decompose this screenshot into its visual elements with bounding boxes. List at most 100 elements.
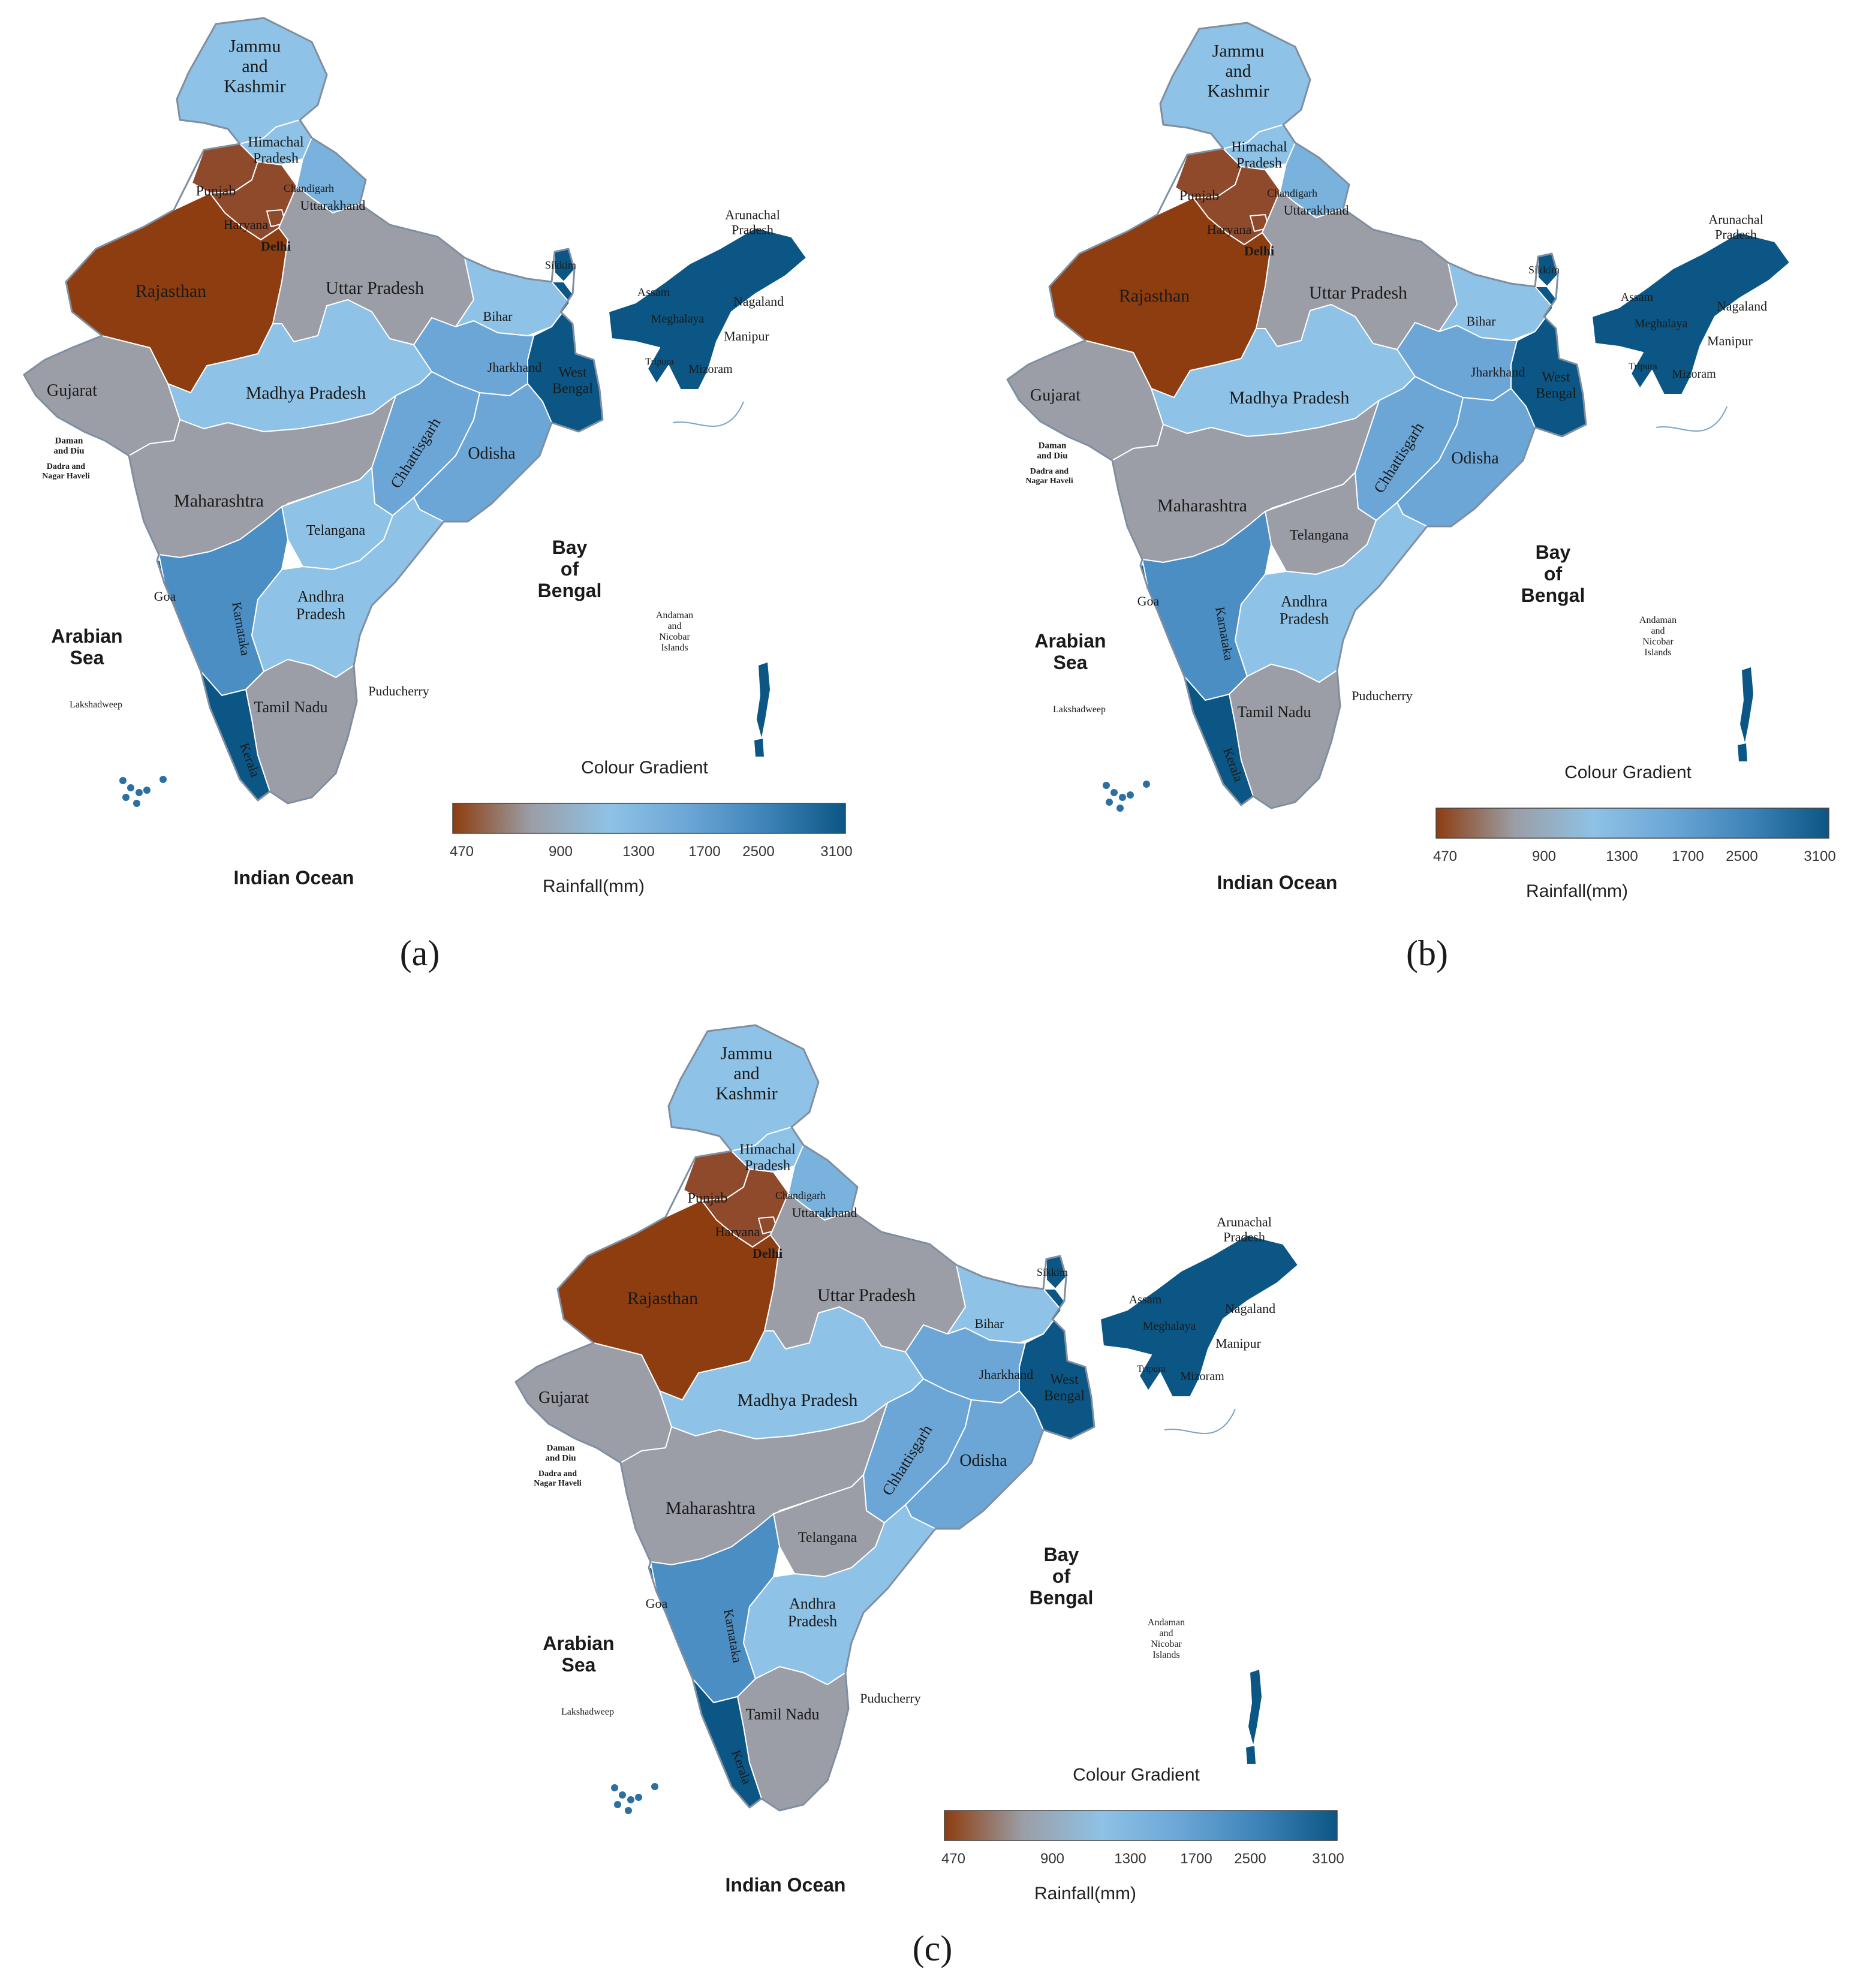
state-label-ar: Arunachal Pradesh (1217, 1215, 1272, 1245)
state-label-dn: Dadra and Nagar Haveli (1025, 467, 1073, 486)
legend-tick-470: 470 (1433, 848, 1457, 865)
state-label-tn: Tamil Nadu (1237, 703, 1311, 721)
legend-colorbar (1435, 808, 1829, 839)
state-label-hp: Himachal Pradesh (248, 135, 304, 167)
arabian-sea-label: Arabian Sea (543, 1632, 614, 1676)
lakshadweep-island (1143, 781, 1150, 788)
state-label-sk: Sikkim (545, 259, 576, 271)
state-label-mn: Manipur (724, 329, 769, 344)
lakshadweep-island (1127, 791, 1134, 799)
state-label-jh: Jharkhand (1471, 365, 1525, 379)
legend-title: Colour Gradient (1073, 1765, 1200, 1785)
state-label-nl: Nagaland (733, 294, 784, 309)
state-label-tn: Tamil Nadu (254, 698, 327, 716)
legend-axis-label: Rainfall(mm) (1034, 1884, 1136, 1903)
state-label-nl: Nagaland (1717, 299, 1767, 314)
lakshadweep-island (619, 1791, 626, 1799)
state-label-ml: Meghalaya (651, 312, 705, 326)
lakshadweep-island (159, 776, 167, 783)
state-label-mp: Madhya Pradesh (738, 1390, 858, 1410)
legend-tick-900: 900 (1040, 1851, 1064, 1867)
state-label-od: Odisha (468, 444, 516, 463)
legend-tick-3100: 3100 (820, 844, 852, 860)
indian-ocean-label: Indian Ocean (234, 867, 354, 888)
state-ne (608, 227, 807, 390)
state-label-dn: Dadra and Nagar Haveli (42, 462, 90, 481)
state-label-up: Uttar Pradesh (817, 1285, 916, 1305)
state-label-tg: Telangana (798, 1530, 857, 1546)
state-label-ap: Andhra Pradesh (296, 588, 345, 622)
state-label-ch: Chandigarh (284, 182, 334, 194)
state-label-ap: Andhra Pradesh (1280, 592, 1329, 627)
andaman-islands (1248, 1670, 1262, 1745)
lakshadweep-island (627, 1796, 634, 1803)
lakshadweep-island (635, 1794, 642, 1801)
state-label-py: Puducherry (860, 1691, 920, 1706)
state-label-as: Assam (1621, 291, 1654, 304)
lakshadweep-island (1119, 794, 1126, 801)
state-label-wb: West Bengal (552, 365, 593, 397)
state-label-mz: Mizoram (688, 363, 733, 376)
nicobar-islands (754, 739, 764, 757)
state-label-tn: Tamil Nadu (745, 1706, 819, 1723)
state-label-mn: Manipur (1215, 1336, 1261, 1351)
andaman-islands (757, 662, 770, 737)
state-label-up: Uttar Pradesh (326, 278, 424, 298)
state-label-up: Uttar Pradesh (1309, 283, 1407, 303)
state-label-as: Assam (637, 286, 670, 299)
state-label-rj: Rajasthan (136, 281, 206, 301)
panel-caption-b: (b) (1406, 933, 1448, 973)
legend-tick-900: 900 (549, 844, 573, 860)
state-label-hr: Haryana (224, 217, 269, 232)
state-label-py: Puducherry (368, 683, 429, 698)
state-label-jh: Jharkhand (979, 1367, 1033, 1382)
state-label-uk: Uttarakhand (792, 1205, 857, 1220)
lakshadweep-island (611, 1784, 618, 1791)
state-label-pb: Punjab (196, 183, 236, 199)
state-label-hr: Haryana (1207, 222, 1252, 237)
state-label-jk: Jammu and Kashmir (715, 1043, 777, 1103)
legend-tick-470: 470 (941, 1851, 965, 1867)
state-label-gj: Gujarat (47, 381, 97, 400)
state-label-nl: Nagaland (1225, 1301, 1275, 1316)
legend-axis-label: Rainfall(mm) (1526, 881, 1628, 901)
map-panel-c: Jammu and Kashmir Himachal Pradesh Punjab Chan… (514, 1024, 1344, 1903)
state-label-gj: Gujarat (1030, 386, 1081, 405)
state-label-pb: Punjab (688, 1191, 728, 1206)
state-label-dd: Daman and Diu (1037, 441, 1067, 461)
indian-ocean-label: Indian Ocean (726, 1874, 846, 1896)
country-border (1006, 22, 1587, 809)
state-label-an: Andaman and Nicobar Islands (656, 610, 693, 653)
map-panel-b: Jammu and Kashmir Himachal Pradesh Punjab Chan… (1006, 22, 1836, 901)
state-label-jh: Jharkhand (487, 360, 541, 375)
lakshadweep-island (1106, 799, 1113, 806)
state-label-ml: Meghalaya (1635, 317, 1688, 330)
state-label-mh: Maharashtra (174, 491, 264, 511)
state-label-ml: Meghalaya (1143, 1320, 1196, 1333)
lakshadweep-island (614, 1801, 621, 1808)
state-label-ld: Lakshadweep (1053, 704, 1106, 715)
state-label-ld: Lakshadweep (70, 700, 122, 710)
state-label-dl: Delhi (753, 1246, 782, 1261)
state-ne (1100, 1234, 1299, 1397)
state-label-sk: Sikkim (1037, 1266, 1068, 1278)
state-label-tg: Telangana (306, 523, 366, 538)
state-label-dn: Dadra and Nagar Haveli (534, 1469, 582, 1488)
state-label-gj: Gujarat (538, 1388, 589, 1407)
legend-title: Colour Gradient (581, 758, 708, 778)
legend-title: Colour Gradient (1564, 763, 1692, 782)
state-label-an: Andaman and Nicobar Islands (1639, 615, 1677, 658)
nicobar-islands (1738, 743, 1747, 761)
legend-colorbar (452, 803, 846, 834)
state-label-sk: Sikkim (1528, 264, 1560, 276)
bay-of-bengal-label: Bay of Bengal (538, 537, 602, 601)
legend-colorbar (944, 1810, 1338, 1841)
state-label-od: Odisha (959, 1451, 1007, 1470)
indian-ocean-label: Indian Ocean (1217, 872, 1338, 893)
state-label-rj: Rajasthan (1119, 286, 1190, 306)
boundary-line (1656, 406, 1727, 432)
state-label-jk: Jammu and Kashmir (1207, 41, 1269, 101)
lakshadweep-island (136, 789, 143, 796)
state-label-jk: Jammu and Kashmir (224, 36, 285, 96)
